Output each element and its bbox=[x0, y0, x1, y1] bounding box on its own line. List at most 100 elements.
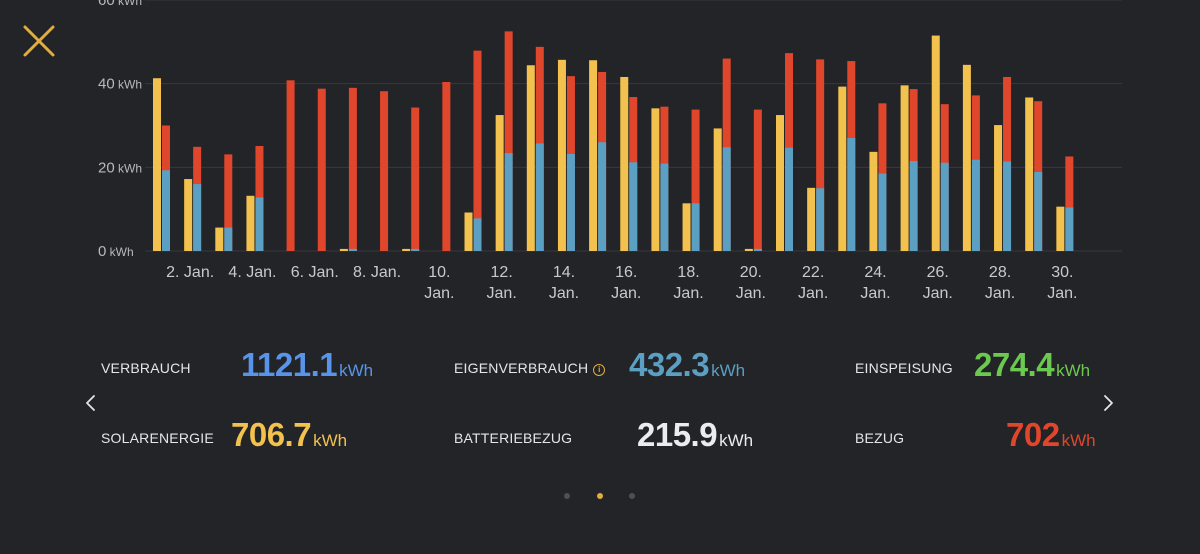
stat-value: 702 kWh bbox=[1006, 416, 1096, 454]
bar-solar bbox=[900, 85, 909, 251]
bar-solar bbox=[682, 203, 691, 251]
bar-solar bbox=[589, 60, 598, 251]
bar-eigenverbrauch bbox=[1065, 207, 1074, 251]
chevron-right-icon[interactable] bbox=[1097, 392, 1119, 414]
y-tick-label: 0 kWh bbox=[98, 243, 134, 260]
bar-eigenverbrauch bbox=[566, 153, 575, 251]
bar-solar bbox=[215, 227, 224, 251]
x-tick-line: 20. bbox=[740, 264, 762, 281]
stat-label: VERBRAUCH bbox=[101, 360, 191, 376]
bar-solar bbox=[620, 76, 629, 252]
bar-solar bbox=[557, 59, 566, 251]
x-tick-label: 4. Jan. bbox=[228, 264, 276, 281]
bar-eigenverbrauch bbox=[660, 163, 669, 251]
bar-eigenverbrauch bbox=[878, 173, 887, 251]
chevron-left-icon[interactable] bbox=[80, 392, 102, 414]
info-icon[interactable]: i bbox=[593, 364, 606, 376]
stat-number: 274.4 bbox=[974, 346, 1055, 383]
x-tick-line: 4. Jan. bbox=[228, 264, 276, 281]
x-tick-line: Jan. bbox=[798, 285, 828, 302]
bar-eigenverbrauch bbox=[909, 161, 918, 251]
stat-value: 1121.1 kWh bbox=[241, 346, 373, 384]
bar-eigenverbrauch bbox=[940, 162, 949, 251]
x-tick-line: Jan. bbox=[1047, 285, 1077, 302]
stat-number: 706.7 bbox=[231, 416, 312, 453]
stat-number: 702 bbox=[1006, 416, 1060, 453]
x-tick-line: 30. bbox=[1051, 264, 1073, 281]
bar-solar bbox=[962, 64, 971, 251]
bar-chart: 0 kWh 20 kWh 40 kWh 60 kWh 2. Jan. 4. Jan. 6. … bbox=[98, 0, 1122, 302]
x-tick-label: 22. Jan. bbox=[798, 264, 828, 302]
x-tick-label: 28. Jan. bbox=[985, 264, 1015, 302]
x-tick-label: 20. Jan. bbox=[736, 264, 766, 302]
y-tick-label: 60 kWh bbox=[98, 0, 142, 9]
stat-label: BATTERIEBEZUG bbox=[454, 430, 573, 446]
x-tick-line: Jan. bbox=[424, 285, 454, 302]
x-tick-label: 16. Jan. bbox=[611, 264, 641, 302]
x-tick-label: 12. Jan. bbox=[487, 264, 517, 302]
stat-value: 432.3 kWh bbox=[629, 346, 745, 384]
x-tick-label: 8. Jan. bbox=[353, 264, 401, 281]
stat-number: 1121.1 bbox=[241, 346, 338, 383]
stat-number: 215.9 bbox=[637, 416, 718, 453]
stat-value: 706.7 kWh bbox=[231, 416, 347, 454]
x-tick-line: 28. bbox=[989, 264, 1011, 281]
x-tick-label: 2. Jan. bbox=[166, 264, 214, 281]
stat-unit: kWh bbox=[719, 431, 754, 450]
x-tick-line: Jan. bbox=[736, 285, 766, 302]
stat-unit: kWh bbox=[339, 361, 374, 380]
bar-verbrauch bbox=[816, 59, 825, 251]
bar-solar bbox=[869, 151, 878, 251]
page-dot-active[interactable] bbox=[597, 493, 603, 499]
x-tick-line: 22. bbox=[802, 264, 824, 281]
stat-unit: kWh bbox=[711, 361, 746, 380]
bar-eigenverbrauch bbox=[193, 184, 202, 251]
x-tick-line: 2. Jan. bbox=[166, 264, 214, 281]
chart-area: 0 kWh 20 kWh 40 kWh 60 kWh 2. Jan. 4. Jan. 6. … bbox=[98, 0, 1122, 302]
bar-solar bbox=[994, 125, 1003, 251]
y-tick-label: 20 kWh bbox=[98, 159, 142, 176]
bar-eigenverbrauch bbox=[224, 227, 233, 251]
x-tick-line: Jan. bbox=[673, 285, 703, 302]
bar-solar bbox=[246, 195, 255, 251]
x-tick-line: 16. bbox=[615, 264, 637, 281]
stat-label: EIGENVERBRAUCH i bbox=[454, 360, 606, 376]
bar-solar bbox=[1056, 206, 1065, 251]
x-tick-line: Jan. bbox=[985, 285, 1015, 302]
bar-eigenverbrauch bbox=[971, 159, 980, 251]
x-tick-label: 14. Jan. bbox=[549, 264, 579, 302]
bar-solar bbox=[339, 248, 348, 251]
x-tick-label: 30. Jan. bbox=[1047, 264, 1077, 302]
bar-solar bbox=[495, 115, 504, 252]
bar-verbrauch bbox=[691, 109, 700, 251]
close-icon[interactable] bbox=[20, 22, 58, 60]
x-tick-line: Jan. bbox=[487, 285, 517, 302]
bar-solar bbox=[184, 179, 193, 251]
bar-eigenverbrauch bbox=[753, 248, 762, 251]
stat-unit: kWh bbox=[1061, 431, 1096, 450]
bar-verbrauch bbox=[504, 31, 513, 251]
bar-solar bbox=[402, 248, 411, 251]
bar-eigenverbrauch bbox=[255, 197, 264, 251]
bar-solar bbox=[1025, 97, 1034, 251]
x-tick-line: 26. bbox=[927, 264, 949, 281]
page-dot[interactable] bbox=[564, 493, 570, 499]
pagination-dots bbox=[560, 490, 640, 502]
bar-verbrauch bbox=[753, 109, 762, 251]
y-tick-label: 40 kWh bbox=[98, 76, 142, 93]
bar-solar bbox=[744, 248, 753, 251]
page-dot[interactable] bbox=[629, 493, 635, 499]
x-tick-line: 6. Jan. bbox=[291, 264, 339, 281]
bar-eigenverbrauch bbox=[1034, 171, 1043, 251]
bar-verbrauch bbox=[1065, 156, 1074, 251]
stat-label-text: EIGENVERBRAUCH bbox=[454, 360, 589, 376]
bar-eigenverbrauch bbox=[847, 138, 856, 251]
stat-number: 432.3 bbox=[629, 346, 710, 383]
bar-verbrauch bbox=[317, 88, 326, 251]
stat-label: BEZUG bbox=[855, 430, 905, 446]
bar-eigenverbrauch bbox=[411, 248, 420, 251]
bar-eigenverbrauch bbox=[535, 143, 544, 251]
bar-verbrauch bbox=[473, 50, 482, 251]
bar-verbrauch bbox=[442, 81, 451, 251]
y-tick-unit: kWh bbox=[115, 0, 142, 8]
